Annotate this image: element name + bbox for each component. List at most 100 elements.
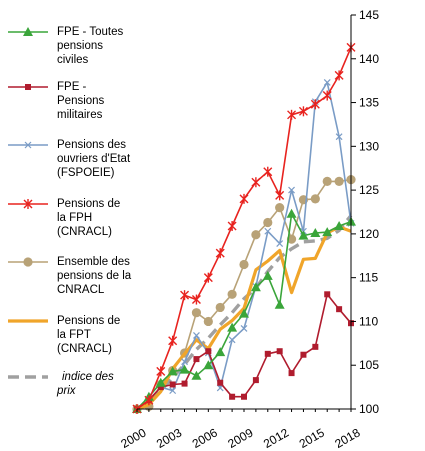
legend-label-line: Pensions [57, 95, 105, 107]
data-point [288, 186, 295, 194]
data-point [203, 272, 213, 283]
data-point-stroke [335, 133, 343, 141]
data-point-stroke [169, 387, 177, 395]
data-point [217, 379, 224, 386]
legend-label-line: civiles [57, 54, 89, 66]
series-pensions-de-la-fph-cnracl [132, 42, 356, 414]
y-axis: 100 105 110 115 120 125 130 135 140 145 [350, 8, 379, 416]
data-point [300, 351, 307, 358]
legend-label-line: Pensions de [57, 198, 120, 210]
data-point [323, 78, 331, 86]
data-point [310, 99, 320, 110]
series-line [136, 214, 353, 411]
data-point [181, 358, 188, 366]
series-fpe-toutes-pensions-civiles [132, 208, 356, 413]
legend-label-line: pensions de la [57, 270, 132, 282]
data-point [24, 141, 32, 149]
data-point-stroke [288, 186, 295, 194]
data-point-stroke [228, 336, 236, 344]
legend-label-line: FPE - Toutes [57, 26, 124, 38]
data-point-stroke [240, 325, 248, 332]
data-point [229, 393, 236, 400]
plot-area [132, 42, 356, 414]
y-tick-label: 105 [359, 358, 379, 372]
legend-label: Ensemble des pensions de la CNRACL [57, 256, 132, 296]
legend-label-line: Pensions des [57, 139, 126, 151]
data-point-stroke [264, 227, 272, 235]
y-tick-label: 100 [359, 402, 379, 416]
data-point [157, 384, 164, 391]
data-point [239, 308, 249, 318]
legend-label-line: indice des [62, 371, 114, 383]
data-point [168, 335, 178, 346]
data-point [191, 294, 201, 305]
legend-label-line: (CNRACL) [57, 226, 112, 238]
legend-label-line: Pensions de [57, 315, 120, 327]
data-point [263, 166, 273, 177]
x-tick-label: 2009 [225, 425, 255, 451]
data-point [335, 133, 343, 141]
data-point [155, 377, 166, 387]
data-point [263, 217, 273, 228]
data-point [334, 221, 345, 231]
data-point [262, 270, 273, 280]
data-point [23, 199, 33, 209]
data-point [274, 299, 285, 309]
data-point [167, 366, 178, 376]
data-point [310, 228, 321, 238]
data-point [322, 90, 332, 101]
data-point [322, 227, 333, 237]
data-point [334, 176, 344, 186]
data-point [312, 343, 319, 350]
data-point [241, 393, 247, 400]
data-point [191, 370, 202, 380]
x-tick-label: 2018 [332, 425, 362, 451]
data-point [310, 194, 320, 204]
legend-label: FPE - Toutes pensions civiles [57, 26, 124, 66]
series-indice-des-prix [136, 214, 353, 411]
data-point [276, 240, 284, 247]
data-point [336, 306, 343, 313]
legend-item: FPE - Pensions militaires [8, 81, 105, 121]
data-point [228, 336, 236, 344]
legend-label: FPE - Pensions militaires [57, 81, 105, 121]
data-point [193, 332, 200, 339]
legend-item: Pensions de la FPT (CNRACL) [8, 315, 120, 355]
data-point [25, 84, 31, 90]
x-tick-label: 2015 [297, 425, 327, 451]
data-point [264, 350, 271, 357]
legend-label: Pensions de la FPH (CNRACL) [57, 198, 120, 238]
data-point [250, 282, 261, 292]
legend-item: indice des prix [8, 371, 114, 397]
y-tick-label: 135 [359, 96, 379, 110]
data-point [215, 347, 226, 357]
x-axis: 2000 2003 2006 2009 2012 2015 2018 [118, 408, 363, 451]
series-line [136, 81, 352, 410]
data-point [203, 316, 213, 327]
legend-item: FPE - Toutes pensions civiles [8, 26, 124, 66]
data-point [193, 356, 200, 363]
data-point [169, 381, 176, 388]
data-point [239, 259, 249, 270]
data-point [156, 366, 166, 377]
legend-item: Pensions de la FPH (CNRACL) [8, 198, 120, 238]
data-point [23, 257, 33, 267]
legend-label-line: la FPH [57, 212, 92, 224]
legend-label-line: la FPT [57, 329, 91, 341]
legend-label-line: (CNRACL) [57, 343, 112, 355]
data-point [215, 302, 225, 313]
data-point [227, 289, 237, 299]
data-point [287, 109, 297, 120]
x-tick-label: 2006 [190, 425, 220, 451]
data-point [264, 227, 272, 235]
y-tick-label: 110 [359, 314, 378, 328]
data-point [181, 380, 188, 387]
data-point [252, 377, 259, 384]
data-point [288, 370, 295, 377]
data-point [298, 230, 309, 240]
data-point [251, 177, 261, 188]
y-tick-label: 130 [359, 139, 379, 153]
data-point [203, 360, 214, 370]
data-point [239, 193, 249, 204]
y-tick-label: 145 [359, 8, 379, 22]
